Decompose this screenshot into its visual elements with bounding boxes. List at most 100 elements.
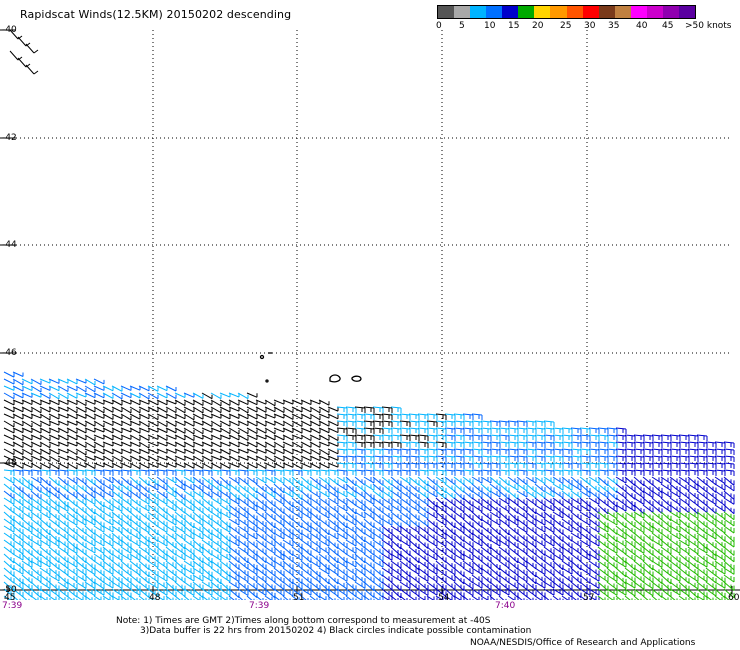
wind-barb <box>237 497 249 506</box>
wind-barb <box>291 427 303 434</box>
wind-barb <box>354 434 366 441</box>
wind-barb <box>3 497 15 505</box>
wind-barb <box>579 462 591 469</box>
wind-barb <box>12 504 24 513</box>
wind-barb <box>444 476 456 486</box>
wind-barb <box>399 497 411 506</box>
wind-barb <box>129 469 141 476</box>
wind-barb <box>642 455 654 462</box>
wind-barb <box>669 469 681 476</box>
wind-barb <box>228 455 240 462</box>
wind-barb <box>588 434 600 441</box>
wind-barb <box>255 462 267 470</box>
wind-barb <box>30 462 42 470</box>
wind-barb <box>426 420 438 427</box>
wind-barb <box>498 504 510 513</box>
wind-barb <box>48 455 60 463</box>
wind-barb <box>12 378 24 386</box>
wind-barb <box>174 497 186 506</box>
wind-barb <box>237 406 249 414</box>
wind-barb <box>138 455 150 462</box>
wind-barb <box>246 504 258 512</box>
wind-barb <box>282 413 294 420</box>
wind-barb <box>264 476 276 484</box>
wind-barb <box>57 392 69 400</box>
wind-barb <box>534 490 546 499</box>
wind-barb <box>651 469 663 476</box>
wind-barb <box>678 497 690 506</box>
wind-barb <box>219 448 231 455</box>
wind-barb <box>192 427 204 435</box>
legend-label: 15 <box>508 21 520 31</box>
wind-barb <box>57 434 69 441</box>
wind-barb <box>84 497 96 505</box>
wind-barb <box>129 462 141 470</box>
wind-barb <box>57 469 69 476</box>
wind-barb <box>309 483 321 491</box>
wind-barb <box>264 455 276 463</box>
wind-barb <box>48 427 60 433</box>
wind-barb <box>183 476 195 484</box>
wind-barb <box>309 420 321 427</box>
wind-barb <box>381 462 393 469</box>
wind-barb <box>21 511 33 519</box>
wind-barb <box>12 490 24 499</box>
wind-barb <box>183 469 195 476</box>
wind-barb <box>642 434 654 441</box>
wind-barb <box>48 406 60 413</box>
wind-barb <box>48 385 60 392</box>
wind-barb <box>336 420 348 427</box>
wind-barb <box>498 420 510 427</box>
wind-barb <box>327 427 339 434</box>
wind-barb <box>390 462 402 469</box>
wind-barb <box>669 462 681 469</box>
wind-barb <box>552 434 564 441</box>
wind-barb <box>318 490 330 498</box>
wind-barb <box>498 441 510 448</box>
wind-barb <box>651 455 663 462</box>
wind-barb <box>165 392 177 400</box>
wind-barb <box>687 434 699 441</box>
wind-barb <box>111 434 123 441</box>
wind-barb <box>390 490 402 499</box>
wind-barb <box>12 427 24 434</box>
wind-barb <box>165 504 177 512</box>
wind-barb <box>66 448 78 456</box>
wind-barb <box>219 504 231 512</box>
wind-barb <box>111 504 123 512</box>
wind-barb <box>453 441 465 448</box>
wind-barb <box>579 469 591 476</box>
wind-barb <box>516 504 528 513</box>
wind-barb <box>408 455 420 462</box>
wind-barb <box>57 399 69 405</box>
wind-barb <box>678 476 690 485</box>
wind-barb <box>453 497 465 507</box>
wind-barb <box>642 490 654 499</box>
wind-barb <box>192 399 204 406</box>
wind-barb <box>219 483 231 492</box>
wind-barb <box>300 469 312 476</box>
wind-barb <box>273 434 285 441</box>
wind-barb <box>426 427 438 434</box>
wind-barb <box>543 427 555 434</box>
wind-barb <box>3 406 15 413</box>
wind-barb <box>3 413 15 419</box>
wind-barb <box>12 497 24 506</box>
wind-barb <box>453 413 465 420</box>
wind-barb <box>597 441 609 448</box>
wind-barb <box>3 448 15 456</box>
wind-barb <box>363 448 375 455</box>
wind-barb <box>480 476 492 484</box>
wind-barb <box>237 434 249 441</box>
wind-barb <box>660 504 672 513</box>
wind-barb <box>390 469 402 476</box>
wind-barb <box>687 462 699 469</box>
wind-barb <box>111 399 123 406</box>
wind-barb <box>390 413 402 420</box>
wind-barb <box>48 413 60 420</box>
wind-barb <box>399 427 411 434</box>
wind-barb <box>660 483 672 491</box>
wind-barb <box>579 490 591 498</box>
wind-barb <box>102 427 114 434</box>
wind-barb <box>561 441 573 448</box>
